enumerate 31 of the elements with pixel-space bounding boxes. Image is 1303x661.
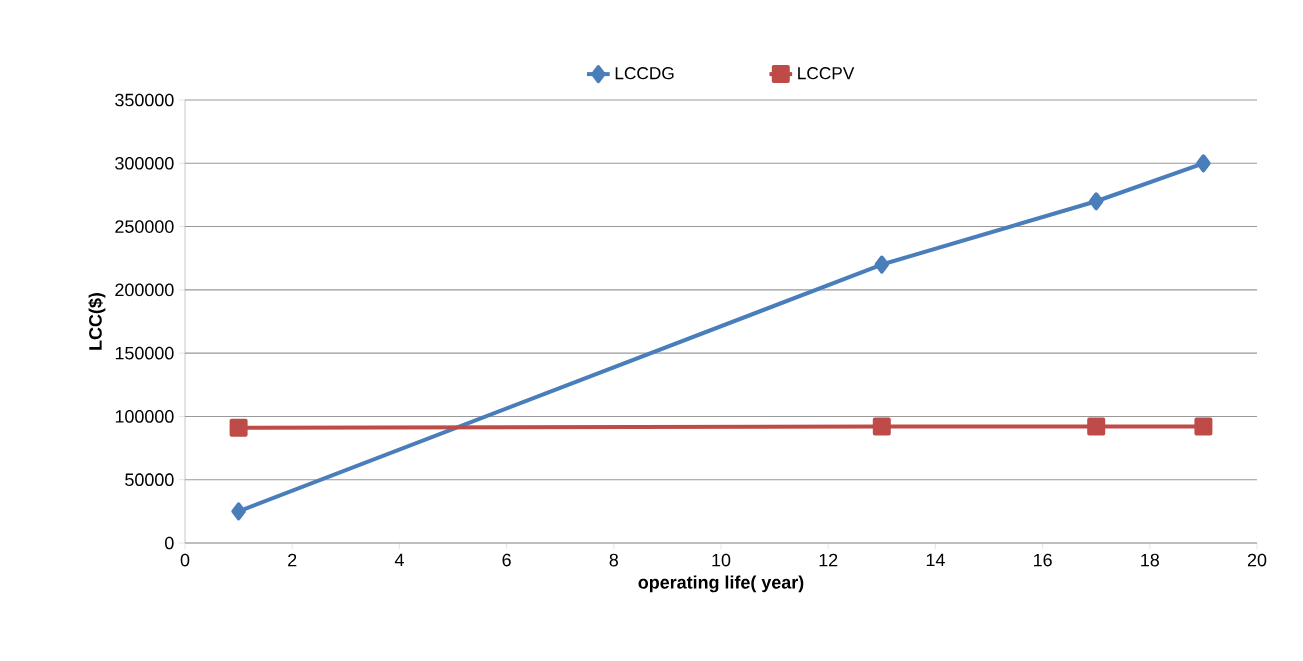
x-tick-label: 0	[180, 553, 190, 567]
point	[1196, 154, 1211, 173]
y-tick-label: 50000	[125, 473, 174, 487]
y-tick-label: 200000	[115, 283, 174, 297]
point	[1088, 192, 1104, 211]
x-tick-label: 4	[394, 553, 404, 567]
x-tick-label: 16	[1034, 553, 1052, 567]
point	[872, 417, 891, 436]
x-tick-label: 20	[1247, 553, 1267, 567]
y-axis-title: LCC($)	[88, 293, 106, 350]
legend-label: LCCPV	[798, 67, 855, 80]
x-tick-label: 14	[926, 553, 945, 567]
x-tick-label: 10	[712, 553, 731, 567]
y-tick-label: 300000	[115, 156, 174, 170]
point	[1194, 417, 1213, 436]
legend-label: LCCDG	[615, 67, 674, 80]
x-tick-label: 6	[502, 553, 511, 567]
y-tick-label: 250000	[115, 220, 174, 233]
y-tick-label: 350000	[115, 93, 174, 107]
x-tick-label: 8	[609, 553, 619, 567]
y-tick-label: 0	[165, 536, 174, 550]
x-tick-label: 12	[819, 553, 838, 567]
point	[874, 255, 890, 274]
x-axis-title: operating life( year)	[638, 575, 804, 593]
y-tick-label: 100000	[115, 410, 174, 423]
x-tick-label: 2	[288, 553, 297, 567]
point	[229, 418, 248, 437]
point	[1087, 417, 1106, 436]
y-tick-label: 150000	[115, 346, 174, 360]
x-tick-label: 18	[1141, 553, 1159, 567]
point	[231, 502, 246, 521]
